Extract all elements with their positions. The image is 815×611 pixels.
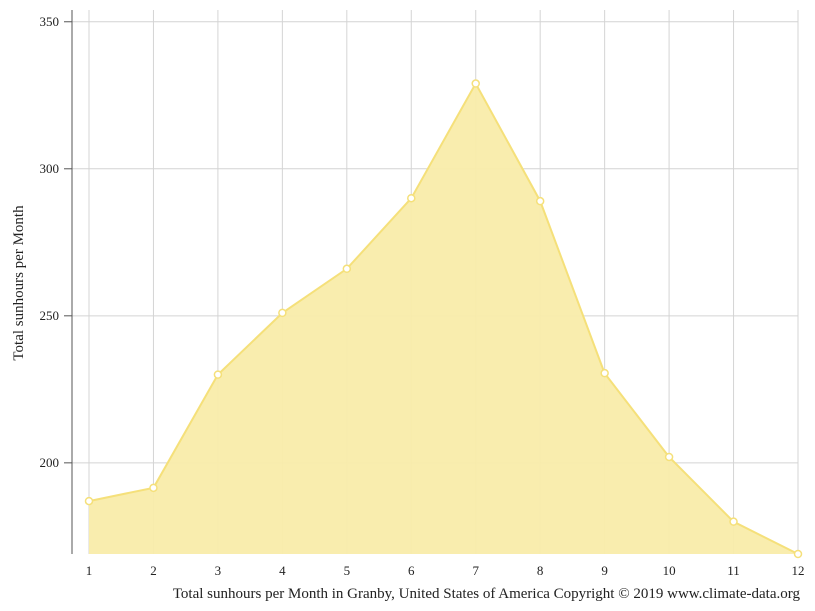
x-tick-label: 8 bbox=[537, 563, 544, 578]
x-tick-label: 12 bbox=[792, 563, 805, 578]
y-axis-title: Total sunhours per Month bbox=[11, 205, 27, 361]
data-point bbox=[664, 452, 674, 462]
data-point bbox=[793, 549, 803, 559]
data-point bbox=[342, 264, 352, 274]
x-tick-label: 10 bbox=[663, 563, 676, 578]
x-tick-label: 4 bbox=[279, 563, 286, 578]
sunhours-series-line bbox=[88, 81, 799, 555]
x-tick-label: 11 bbox=[727, 563, 740, 578]
x-axis-ticks: 1 2 3 4 5 6 7 8 9 10 11 12 bbox=[86, 563, 805, 578]
data-point bbox=[600, 368, 609, 378]
x-tick-label: 2 bbox=[150, 563, 157, 578]
x-tick-label: 3 bbox=[215, 563, 222, 578]
data-point bbox=[471, 79, 480, 88]
x-tick-label: 7 bbox=[472, 563, 479, 578]
x-tick-label: 6 bbox=[408, 563, 415, 578]
y-tick-label: 300 bbox=[40, 161, 60, 176]
x-tick-label: 5 bbox=[344, 563, 351, 578]
data-point bbox=[407, 193, 416, 203]
data-point bbox=[149, 483, 158, 493]
data-point bbox=[729, 517, 738, 526]
chart-caption: Total sunhours per Month in Granby, Unit… bbox=[173, 586, 801, 602]
x-tick-label: 9 bbox=[601, 563, 608, 578]
x-tick-label: 1 bbox=[86, 563, 93, 578]
data-point bbox=[535, 196, 545, 206]
y-axis-ticks: 200 250 300 350 bbox=[40, 14, 72, 470]
sunhours-area-fill bbox=[89, 83, 798, 554]
y-tick-label: 250 bbox=[40, 308, 60, 323]
y-tick-label: 200 bbox=[40, 455, 60, 470]
sunhours-data-points bbox=[84, 79, 803, 559]
data-point bbox=[278, 308, 287, 318]
y-tick-label: 350 bbox=[40, 14, 60, 29]
data-point bbox=[84, 496, 94, 506]
data-point bbox=[213, 370, 223, 379]
